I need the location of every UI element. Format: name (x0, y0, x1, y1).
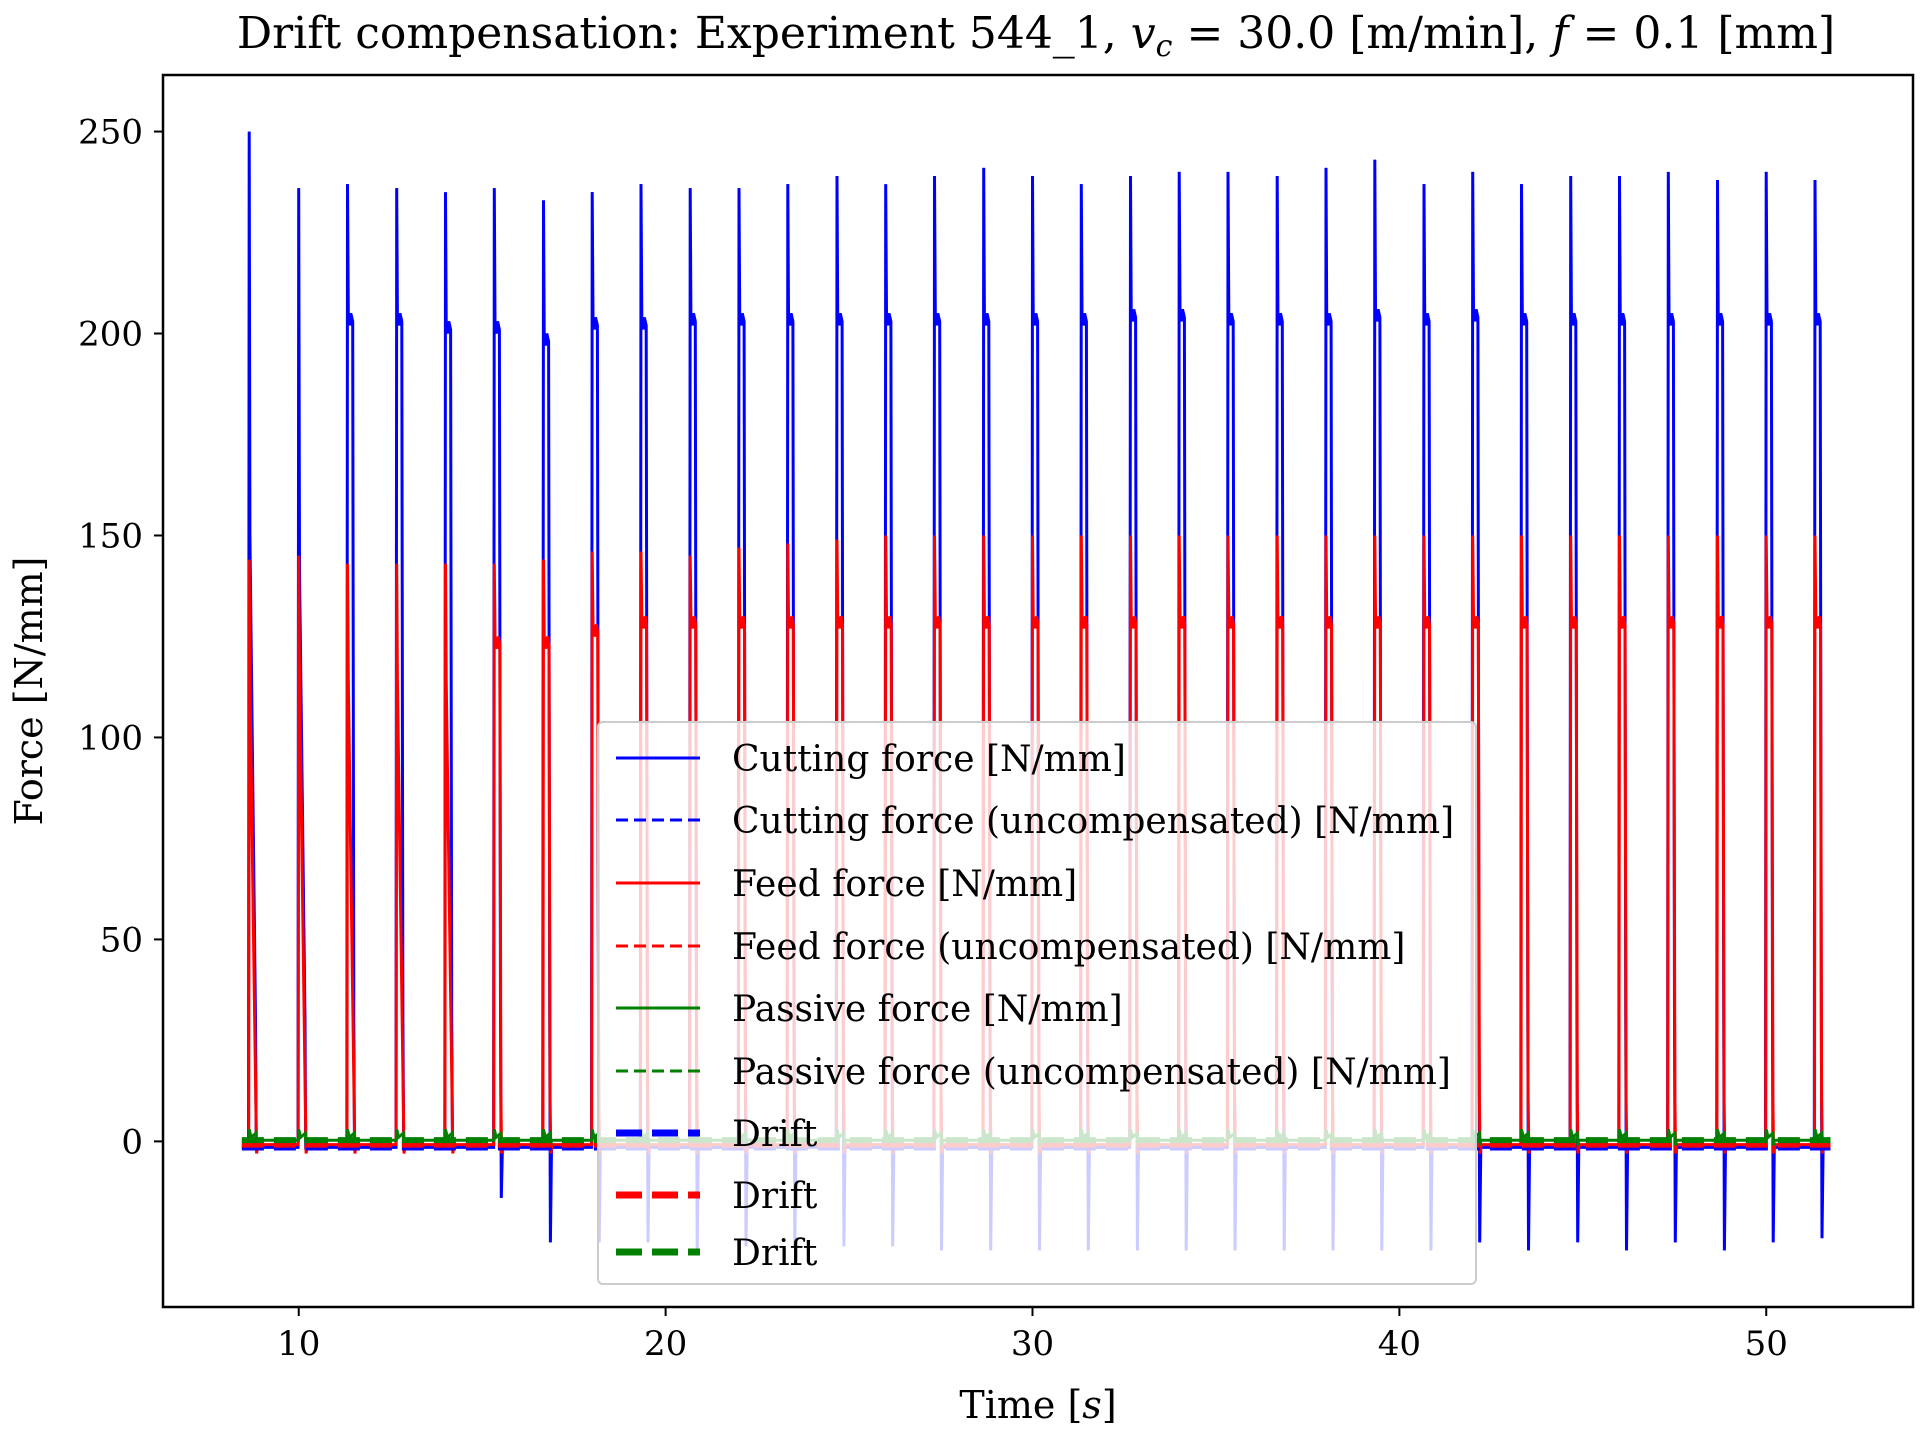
x-axis-label: Time [s] (959, 1383, 1116, 1427)
y-axis: 0 50 100 150 200 250 (78, 113, 163, 1162)
legend: Cutting force [N/mm] Cutting force (uncom… (597, 721, 1477, 1285)
legend-label: Feed force (uncompensated) [N/mm] (732, 927, 1405, 968)
legend-label: Drift (732, 1176, 818, 1217)
legend-label: Drift (732, 1114, 818, 1155)
x-tick-label: 20 (644, 1324, 687, 1364)
title-vc-subscript: c (1156, 29, 1173, 64)
x-axis-label-close: ] (1102, 1383, 1117, 1427)
legend-box (597, 721, 1477, 1285)
x-axis-label-symbol: s (1082, 1383, 1102, 1427)
legend-label: Drift (732, 1233, 818, 1274)
y-tick-label: 250 (78, 113, 143, 153)
axes-frame (161, 73, 1915, 1309)
title-prefix: Drift compensation: Experiment 544_1, (237, 8, 1131, 59)
y-tick-label: 200 (78, 315, 143, 355)
y-tick-label: 50 (100, 920, 143, 960)
legend-label: Passive force [N/mm] (732, 989, 1123, 1030)
legend-label: Passive force (uncompensated) [N/mm] (732, 1052, 1451, 1093)
x-tick-label: 50 (1745, 1324, 1788, 1364)
legend-label: Cutting force (uncompensated) [N/mm] (732, 801, 1454, 842)
title-f-value: = 0.1 [mm] (1569, 8, 1836, 59)
x-tick-label: 30 (1011, 1324, 1054, 1364)
x-tick-label: 40 (1378, 1324, 1421, 1364)
y-tick-label: 100 (78, 718, 143, 758)
title-vc-value: = 30.0 [m/min], (1172, 8, 1552, 59)
legend-label: Feed force [N/mm] (732, 864, 1077, 905)
legend-label: Cutting force [N/mm] (732, 739, 1126, 780)
y-tick-label: 150 (78, 516, 143, 556)
x-axis: 10 20 30 40 50 (277, 1307, 1788, 1364)
chart-title: Drift compensation: Experiment 544_1, vc… (237, 8, 1835, 64)
y-axis-label: Force [N/mm] (7, 557, 51, 826)
y-tick-label: 0 (121, 1122, 143, 1162)
title-vc-symbol: v (1131, 8, 1156, 59)
x-tick-label: 10 (277, 1324, 320, 1364)
x-axis-label-text: Time [ (959, 1383, 1082, 1427)
